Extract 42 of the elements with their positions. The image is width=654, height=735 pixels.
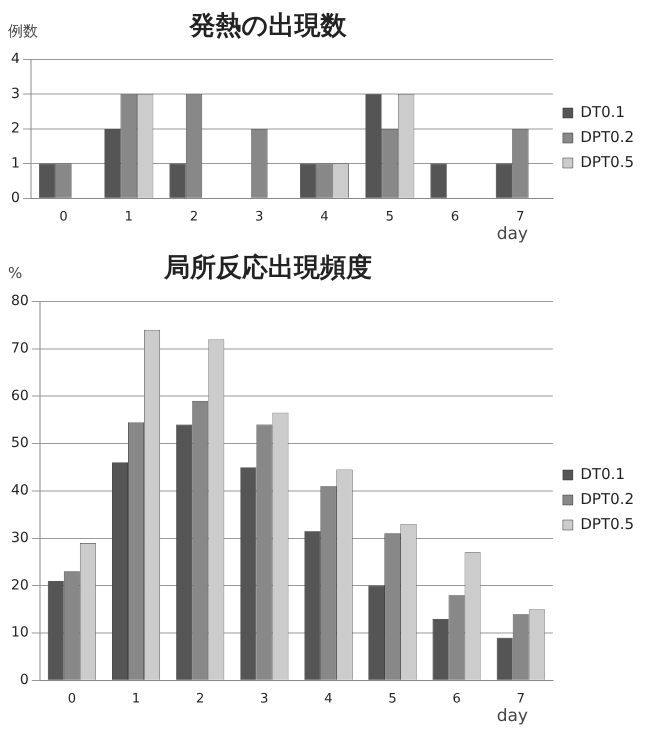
x-tick-label: 5 — [386, 210, 394, 225]
y-tick-label: 1 — [10, 155, 20, 172]
y-tick-label: 70 — [10, 340, 29, 356]
y-tick-label: 4 — [10, 51, 20, 68]
y-tick-label: 30 — [10, 530, 29, 546]
legend-label: DT0.1 — [580, 464, 625, 483]
x-tick-label: 7 — [516, 692, 525, 707]
x-tick-label: 1 — [132, 692, 140, 707]
y-tick-label: 0 — [10, 190, 20, 206]
y-tick-label: 0 — [20, 672, 29, 688]
x-tick-label: 6 — [450, 210, 460, 225]
y-tick-label: 20 — [10, 577, 29, 594]
x-tick-label: 4 — [324, 692, 333, 707]
y-axis-title: % — [8, 264, 22, 282]
y-tick-label: 2 — [10, 120, 20, 137]
y-tick-label: 10 — [10, 624, 29, 641]
legend-label: DPT0.5 — [580, 152, 634, 171]
legend-label: DPT0.5 — [580, 514, 634, 533]
chart-title: 局所反応出現頻度 — [162, 252, 373, 285]
x-tick-label: 3 — [255, 210, 264, 225]
x-tick-label: 5 — [388, 692, 397, 707]
chart-title: 発熱の出現数 — [188, 10, 348, 43]
legend-label: DPT0.2 — [580, 490, 634, 508]
x-tick-label: 1 — [124, 210, 133, 225]
y-tick-label: 60 — [10, 388, 29, 404]
legend-label: DT0.1 — [580, 102, 625, 121]
x-axis-title: day — [496, 706, 528, 726]
x-tick-label: 0 — [68, 692, 76, 707]
y-tick-label: 3 — [10, 86, 20, 102]
x-tick-label: 3 — [260, 692, 268, 707]
x-axis-title: day — [496, 224, 528, 244]
legend-label: DPT0.2 — [580, 128, 634, 146]
y-tick-label: 80 — [10, 293, 29, 310]
x-tick-label: 4 — [320, 210, 329, 225]
x-tick-label: 6 — [452, 692, 461, 707]
y-tick-label: 50 — [10, 435, 29, 452]
x-tick-label: 0 — [59, 210, 68, 225]
x-tick-label: 2 — [190, 210, 198, 225]
x-tick-label: 7 — [516, 210, 524, 225]
y-tick-label: 40 — [10, 482, 29, 499]
x-tick-label: 2 — [196, 692, 204, 707]
y-axis-title: 例数 — [8, 22, 38, 41]
